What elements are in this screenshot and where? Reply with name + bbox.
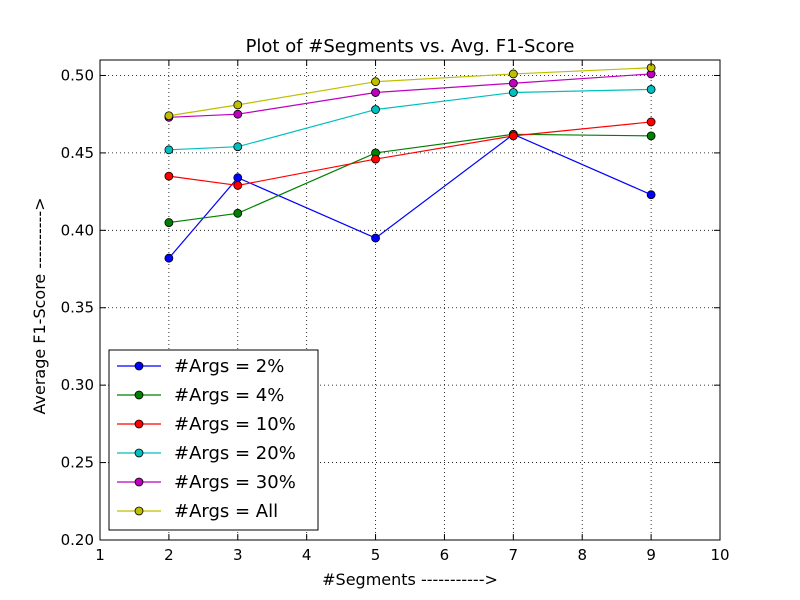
x-axis-label: #Segments ----------->: [322, 570, 498, 589]
data-point: [371, 105, 380, 114]
x-tick-label: 9: [646, 546, 656, 564]
axis-ticks: 1 2 3 4 5 6 7 8 9 10 0.20 0.25 0.30 0.35 0.40 0.45 0.50: [61, 60, 730, 564]
legend-label: #Args = All: [174, 501, 278, 522]
legend-marker: [134, 506, 144, 516]
x-tick-label: 7: [509, 546, 519, 564]
x-tick-label: 3: [233, 546, 243, 564]
data-point: [233, 181, 243, 190]
legend-label: #Args = 30%: [174, 472, 296, 493]
data-point: [233, 142, 243, 152]
legend-marker: [134, 419, 144, 429]
y-tick-label: 0.25: [61, 454, 94, 472]
x-tick-label: 6: [440, 546, 450, 564]
data-point: [646, 117, 656, 127]
legend-marker: [134, 477, 144, 487]
data-point: [371, 88, 380, 97]
y-tick-label: 0.50: [61, 66, 94, 84]
plot-area-frame: [99, 59, 721, 541]
data-point: [371, 154, 380, 164]
legend-label: #Args = 20%: [174, 443, 296, 464]
data-point: [164, 111, 174, 121]
y-tick-label: 0.40: [61, 221, 94, 239]
legend-label: #Args = 2%: [174, 356, 284, 377]
y-tick-label: 0.30: [61, 376, 94, 394]
data-point: [164, 218, 174, 227]
data-point: [646, 131, 656, 141]
y-tick-label: 0.20: [61, 531, 94, 549]
data-point: [646, 190, 656, 200]
x-tick-label: 10: [710, 546, 729, 564]
series-layer: [164, 63, 656, 263]
data-point: [233, 109, 243, 119]
legend-box: [108, 349, 319, 531]
data-point: [233, 208, 243, 218]
data-point: [508, 69, 518, 79]
data-point: [233, 100, 243, 110]
data-point: [508, 131, 518, 141]
x-tick-label: 2: [164, 546, 174, 564]
data-point: [508, 88, 518, 97]
x-tick-label: 5: [371, 546, 381, 564]
x-tick-label: 8: [577, 546, 587, 564]
x-tick-label: 4: [302, 546, 312, 564]
legend-label: #Args = 10%: [174, 414, 296, 435]
data-point: [508, 78, 518, 88]
legend-marker: [134, 390, 144, 400]
data-point: [164, 171, 174, 181]
legend-marker: [134, 361, 144, 371]
x-tick-label: 1: [95, 546, 105, 564]
y-tick-label: 0.45: [61, 144, 94, 162]
data-point: [164, 145, 174, 155]
legend-marker: [134, 448, 144, 458]
data-point: [164, 253, 174, 263]
data-point: [646, 85, 656, 94]
legend-label: #Args = 4%: [174, 385, 284, 406]
data-point: [371, 77, 380, 87]
y-axis-label: Average F1-Score ---------->: [30, 198, 49, 415]
data-point: [233, 173, 243, 183]
y-tick-label: 0.35: [61, 299, 94, 317]
legend: #Args = 2% #Args = 4% #Args = 10% #Args = 2…: [108, 349, 319, 531]
data-point: [371, 233, 380, 243]
chart-title: Plot of #Segments vs. Avg. F1-Score: [246, 36, 575, 57]
